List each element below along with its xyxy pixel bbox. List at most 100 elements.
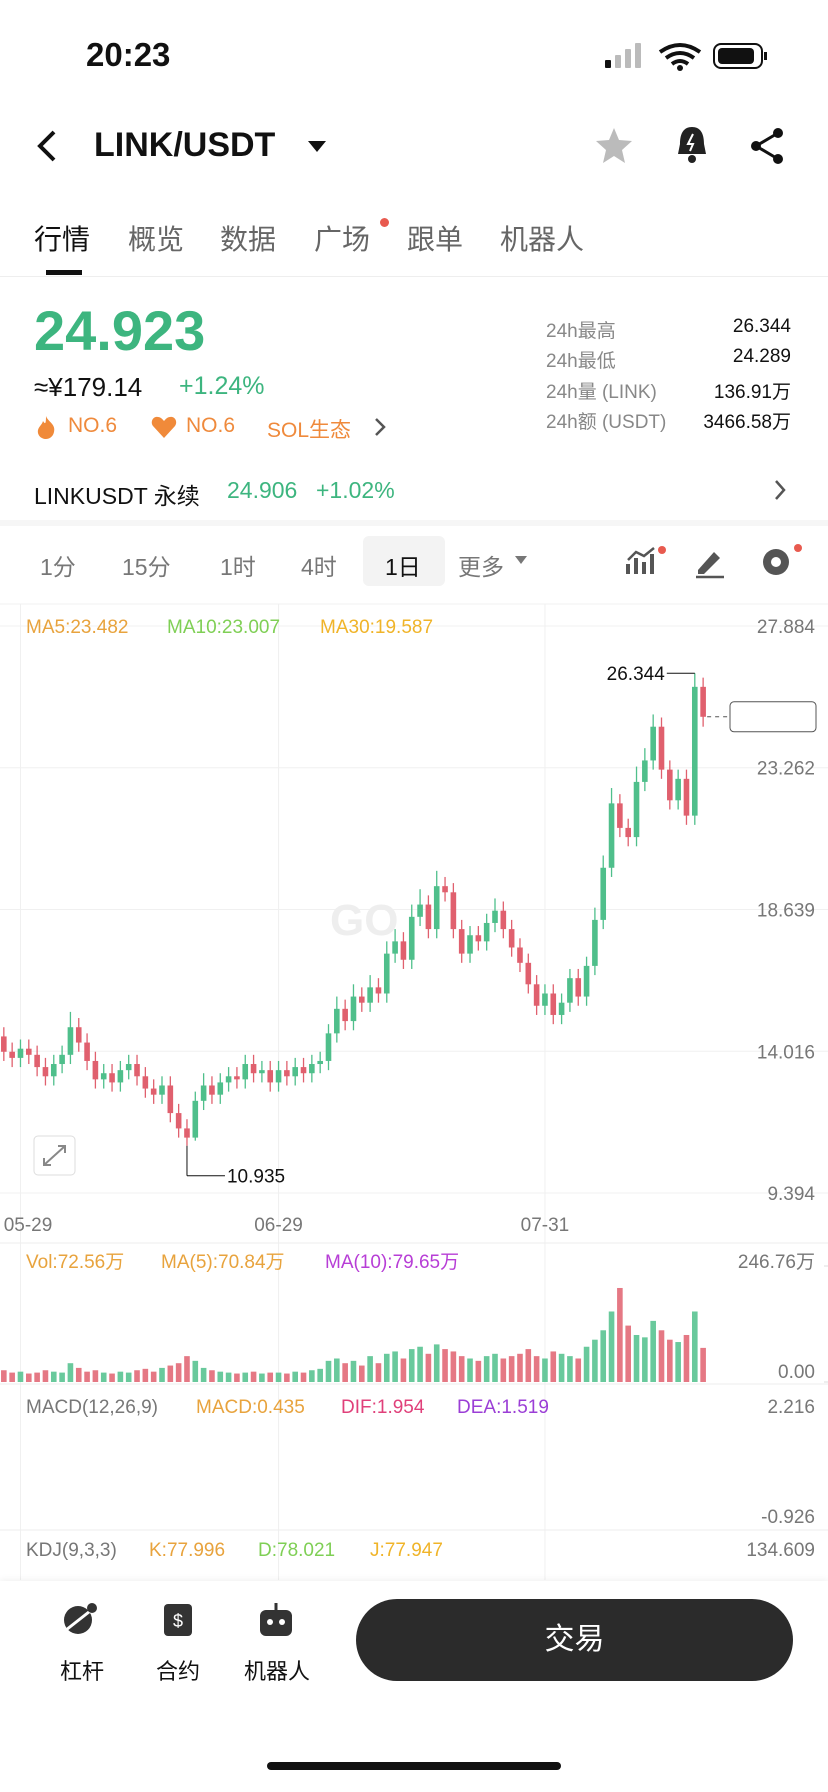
kdj-label: KDJ(9,3,3) xyxy=(26,1540,117,1561)
volume-bar xyxy=(392,1351,398,1382)
volume-bar xyxy=(675,1342,681,1382)
trade-button[interactable]: 交易 xyxy=(356,1599,793,1681)
candle-body xyxy=(542,993,548,1006)
interval-more[interactable]: 更多 xyxy=(458,554,504,580)
perp-name[interactable]: LINKUSDT 永续 xyxy=(34,483,200,509)
candle-body xyxy=(433,886,440,930)
kdj-label: J:77.947 xyxy=(370,1540,443,1561)
cny-price: ≈¥179.14 xyxy=(34,372,143,402)
volume-bar xyxy=(683,1334,690,1382)
candle-body xyxy=(550,993,557,1015)
volume-bar xyxy=(359,1365,365,1382)
tab[interactable]: 跟单 xyxy=(407,224,464,255)
volume-bar xyxy=(625,1325,631,1382)
candle-body xyxy=(209,1085,215,1095)
status-time: 20:23 xyxy=(86,36,171,73)
volume-bar xyxy=(125,1372,132,1382)
volume-bar xyxy=(567,1356,573,1382)
hot-icon xyxy=(37,416,55,439)
back-button[interactable] xyxy=(34,128,64,164)
leverage-icon[interactable] xyxy=(60,1600,100,1640)
volume-bar xyxy=(475,1360,482,1382)
volume-bar xyxy=(508,1356,515,1382)
candle-body xyxy=(525,962,532,985)
volume-bar xyxy=(59,1372,65,1382)
ma-label: MA10:23.007 xyxy=(167,617,280,638)
volume-bar xyxy=(425,1353,432,1382)
candle-body xyxy=(150,1088,157,1095)
rank-icon xyxy=(151,416,177,438)
tab[interactable]: 广场 xyxy=(314,224,371,255)
macd-label: DIF:1.954 xyxy=(341,1397,425,1418)
settings-icon[interactable] xyxy=(758,542,804,580)
candle-body xyxy=(633,781,640,838)
candle-body xyxy=(75,1027,82,1043)
indicator-icon[interactable] xyxy=(624,544,668,580)
stat-value: 136.91万 xyxy=(713,382,791,403)
alert-icon[interactable] xyxy=(672,124,712,166)
volume-bar xyxy=(642,1337,648,1382)
x-tick-label: 07-31 xyxy=(521,1215,570,1236)
candle-body xyxy=(67,1027,74,1055)
interval[interactable]: 15分 xyxy=(122,554,171,580)
bot-icon[interactable] xyxy=(256,1600,296,1640)
volume-bar xyxy=(600,1330,607,1382)
candle-body xyxy=(359,996,365,1003)
candle-body xyxy=(300,1067,307,1074)
interval[interactable]: 1日 xyxy=(385,554,421,580)
candle-body xyxy=(683,778,690,816)
candle-body xyxy=(650,726,656,761)
tool-label[interactable]: 机器人 xyxy=(244,1659,311,1684)
chevron xyxy=(775,480,786,500)
watermark: GO xyxy=(330,896,398,945)
volume-bar xyxy=(342,1363,348,1382)
last-price-tag xyxy=(729,701,817,733)
candle-body xyxy=(442,886,448,893)
volume-bar xyxy=(159,1367,165,1382)
pair-dropdown[interactable] xyxy=(306,138,328,154)
y-tick-label: 0.00 xyxy=(778,1362,815,1383)
candle-body xyxy=(125,1064,132,1071)
interval[interactable]: 1时 xyxy=(220,554,256,580)
draw-icon[interactable] xyxy=(692,544,728,580)
favorite-icon[interactable] xyxy=(594,126,634,166)
perp-price: 24.906 xyxy=(227,477,298,503)
candle-body xyxy=(167,1085,174,1114)
candle-body xyxy=(500,910,507,930)
tab[interactable]: 机器人 xyxy=(500,224,585,255)
ecosystem-tag[interactable]: SOL生态 xyxy=(267,419,352,442)
interval[interactable]: 4时 xyxy=(301,554,337,580)
tool-label[interactable]: 合约 xyxy=(156,1659,201,1684)
contract-icon[interactable]: $ xyxy=(160,1600,196,1640)
macd-label: MACD(12,26,9) xyxy=(26,1397,158,1418)
candle-body xyxy=(9,1051,15,1058)
volume-bar xyxy=(458,1356,465,1382)
candle-body xyxy=(34,1054,40,1068)
y-tick-label: 18.639 xyxy=(757,901,815,922)
kdj-label: D:78.021 xyxy=(258,1540,335,1561)
candle-body xyxy=(117,1070,124,1083)
volume-bar xyxy=(1,1370,7,1382)
tab[interactable]: 概览 xyxy=(128,224,185,255)
x-tick-label: 06-29 xyxy=(254,1215,303,1236)
interval[interactable]: 1分 xyxy=(40,554,76,580)
volume-bar xyxy=(558,1353,565,1382)
candle-body xyxy=(383,953,390,994)
volume-bar xyxy=(533,1356,540,1382)
candle-body xyxy=(100,1073,107,1080)
chevron xyxy=(375,418,386,436)
tab-badge-dot xyxy=(380,218,389,227)
candle-body xyxy=(200,1085,207,1101)
tool-label[interactable]: 杠杆 xyxy=(60,1659,105,1684)
share-icon[interactable] xyxy=(748,126,788,166)
candle-body xyxy=(342,1008,348,1022)
candle-body xyxy=(26,1048,32,1055)
candle-body xyxy=(192,1100,199,1138)
pair-title[interactable]: LINK/USDT xyxy=(94,126,276,164)
tab[interactable]: 行情 xyxy=(34,224,91,255)
perp-change: +1.02% xyxy=(316,477,395,503)
tab[interactable]: 数据 xyxy=(220,224,277,255)
stat-label: 24h量 (LINK) xyxy=(546,382,657,403)
candle-body xyxy=(492,910,498,923)
